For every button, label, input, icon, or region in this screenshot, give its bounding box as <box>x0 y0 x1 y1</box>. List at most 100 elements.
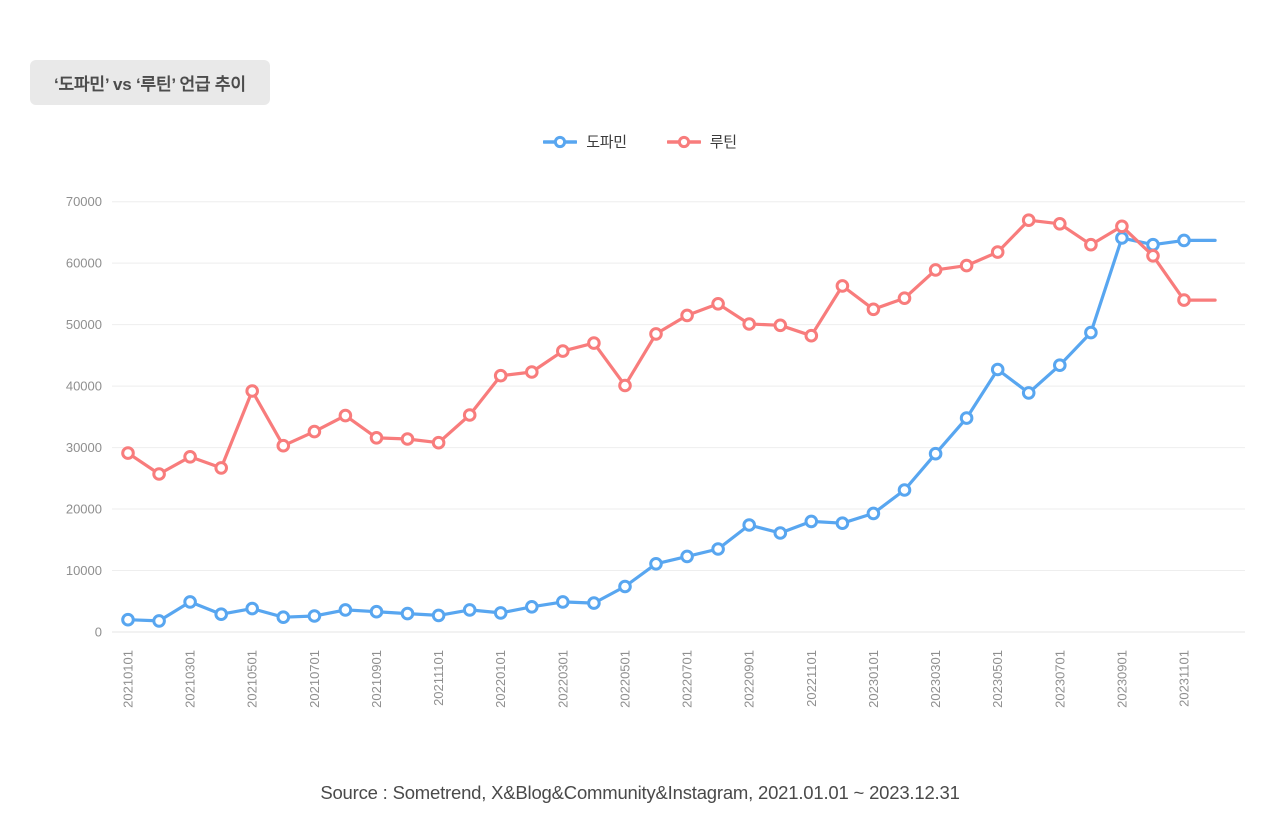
data-point-루틴-20230401[interactable] <box>959 258 974 273</box>
legend-marker-icon <box>666 135 701 148</box>
series-line-0 <box>126 236 1217 623</box>
data-point-도파민-20210301[interactable] <box>183 595 197 609</box>
legend-item-1[interactable]: 루틴 <box>666 131 737 152</box>
x-tick-label-20220501: 20220501 <box>617 650 632 708</box>
x-tick-label-20210701: 20210701 <box>307 650 322 708</box>
chart-title-badge: ‘도파민’ vs ‘루틴’ 언급 추이 <box>30 60 270 105</box>
data-point-루틴-20220101[interactable] <box>493 368 508 383</box>
data-point-도파민-20210901[interactable] <box>369 604 384 619</box>
legend-item-0[interactable]: 도파민 <box>543 131 627 152</box>
series-line-1 <box>126 218 1217 476</box>
source-caption: Source : Sometrend, X&Blog&Community&Ins… <box>320 782 960 803</box>
data-point-루틴-20220401[interactable] <box>587 336 601 350</box>
data-point-도파민-20220901[interactable] <box>742 518 757 532</box>
chart-legend: 도파민 루틴 <box>0 131 1280 152</box>
data-point-루틴-20230901[interactable] <box>1115 219 1129 234</box>
data-point-루틴-20211001[interactable] <box>400 432 415 446</box>
data-point-루틴-20220501[interactable] <box>618 378 632 393</box>
legend-label: 루틴 <box>709 134 737 151</box>
y-tick-label-50000: 50000 <box>66 317 102 332</box>
data-point-도파민-20230501[interactable] <box>990 362 1005 377</box>
data-point-도파민-20220401[interactable] <box>587 596 601 610</box>
data-point-루틴-20210301[interactable] <box>183 450 197 464</box>
data-point-도파민-20210601[interactable] <box>276 610 291 625</box>
data-point-루틴-20210701[interactable] <box>307 424 322 439</box>
data-point-도파민-20210801[interactable] <box>338 603 353 617</box>
data-point-도파민-20220301[interactable] <box>556 595 570 609</box>
data-point-도파민-20220601[interactable] <box>649 557 663 571</box>
data-point-도파민-20210501[interactable] <box>245 601 259 616</box>
data-point-루틴-20210601[interactable] <box>276 438 291 453</box>
data-point-도파민-20211201[interactable] <box>462 603 477 617</box>
data-point-도파민-20230101[interactable] <box>866 506 881 521</box>
data-point-도파민-20231101[interactable] <box>1177 233 1191 248</box>
x-tick-label-20230101: 20230101 <box>866 650 881 708</box>
data-point-루틴-20230501[interactable] <box>990 245 1005 259</box>
data-point-루틴-20210101[interactable] <box>121 446 135 460</box>
data-point-도파민-20231001[interactable] <box>1146 237 1160 252</box>
data-point-루틴-20220301[interactable] <box>556 344 570 358</box>
data-point-도파민-20230601[interactable] <box>1021 386 1036 400</box>
data-point-루틴-20220701[interactable] <box>680 308 694 323</box>
data-point-루틴-20220201[interactable] <box>525 365 539 379</box>
data-point-루틴-20230601[interactable] <box>1021 213 1036 228</box>
data-point-도파민-20230301[interactable] <box>928 446 943 461</box>
data-point-루틴-20210801[interactable] <box>338 408 353 423</box>
y-tick-label-0: 0 <box>95 625 102 640</box>
y-tick-label-10000: 10000 <box>66 563 102 578</box>
data-point-도파민-20230201[interactable] <box>897 483 912 497</box>
data-point-루틴-20221001[interactable] <box>773 318 788 333</box>
data-point-루틴-20220801[interactable] <box>711 297 725 311</box>
x-tick-label-20230501: 20230501 <box>990 650 1005 708</box>
y-tick-label-20000: 20000 <box>66 502 102 517</box>
data-point-루틴-20210901[interactable] <box>369 430 384 445</box>
x-tick-label-20231101: 20231101 <box>1177 650 1192 707</box>
data-point-도파민-20211001[interactable] <box>400 606 415 621</box>
data-point-루틴-20230101[interactable] <box>866 302 881 317</box>
data-point-도파민-20220801[interactable] <box>711 542 725 556</box>
data-point-도파민-20221201[interactable] <box>835 516 850 531</box>
y-tick-label-60000: 60000 <box>66 256 102 271</box>
data-point-루틴-20210401[interactable] <box>214 461 228 475</box>
x-tick-label-20221101: 20221101 <box>804 650 819 707</box>
legend-marker-icon <box>543 135 578 148</box>
data-point-루틴-20231101[interactable] <box>1177 293 1191 307</box>
data-point-도파민-20220201[interactable] <box>525 600 539 614</box>
data-point-도파민-20221001[interactable] <box>773 526 788 540</box>
data-point-도파민-20211101[interactable] <box>431 608 446 623</box>
data-point-루틴-20221201[interactable] <box>835 279 850 293</box>
data-point-루틴-20211201[interactable] <box>462 408 477 422</box>
x-tick-label-20210301: 20210301 <box>183 650 198 708</box>
data-point-도파민-20230901[interactable] <box>1115 231 1129 245</box>
data-point-루틴-20220601[interactable] <box>649 327 663 341</box>
data-point-도파민-20220701[interactable] <box>680 549 694 564</box>
data-point-도파민-20220501[interactable] <box>618 579 632 594</box>
data-point-도파민-20210101[interactable] <box>121 612 135 627</box>
data-point-루틴-20230801[interactable] <box>1084 237 1098 252</box>
data-point-도파민-20230401[interactable] <box>959 411 974 425</box>
data-point-루틴-20221101[interactable] <box>804 328 819 343</box>
x-tick-label-20210501: 20210501 <box>245 650 260 708</box>
line-chart-svg[interactable]: 0 10000 20000 30000 40000 50000 60000 70000 2021… <box>0 180 1280 780</box>
data-point-도파민-20230801[interactable] <box>1084 325 1098 340</box>
data-point-도파민-20230701[interactable] <box>1053 358 1067 372</box>
y-tick-label-70000: 70000 <box>66 194 102 209</box>
data-point-루틴-20210501[interactable] <box>245 384 259 398</box>
data-point-루틴-20220901[interactable] <box>742 317 757 331</box>
legend-label: 도파민 <box>586 134 627 151</box>
data-point-루틴-20211101[interactable] <box>431 435 446 450</box>
data-point-루틴-20230301[interactable] <box>928 263 943 277</box>
data-point-도파민-20221101[interactable] <box>804 514 819 529</box>
data-point-도파민-20220101[interactable] <box>493 606 508 620</box>
data-point-도파민-20210701[interactable] <box>307 609 322 623</box>
x-tick-label-20220301: 20220301 <box>555 650 570 708</box>
data-point-루틴-20231001[interactable] <box>1146 249 1160 263</box>
data-point-루틴-20230201[interactable] <box>897 291 912 305</box>
x-tick-label-20220901: 20220901 <box>742 650 757 708</box>
chart-title: ‘도파민’ vs ‘루틴’ 언급 추이 <box>54 75 246 94</box>
data-point-도파민-20210201[interactable] <box>152 614 166 628</box>
data-point-루틴-20230701[interactable] <box>1053 217 1067 231</box>
x-tick-label-20230301: 20230301 <box>928 650 943 708</box>
data-point-루틴-20210201[interactable] <box>152 467 166 481</box>
data-point-도파민-20210401[interactable] <box>214 607 228 622</box>
